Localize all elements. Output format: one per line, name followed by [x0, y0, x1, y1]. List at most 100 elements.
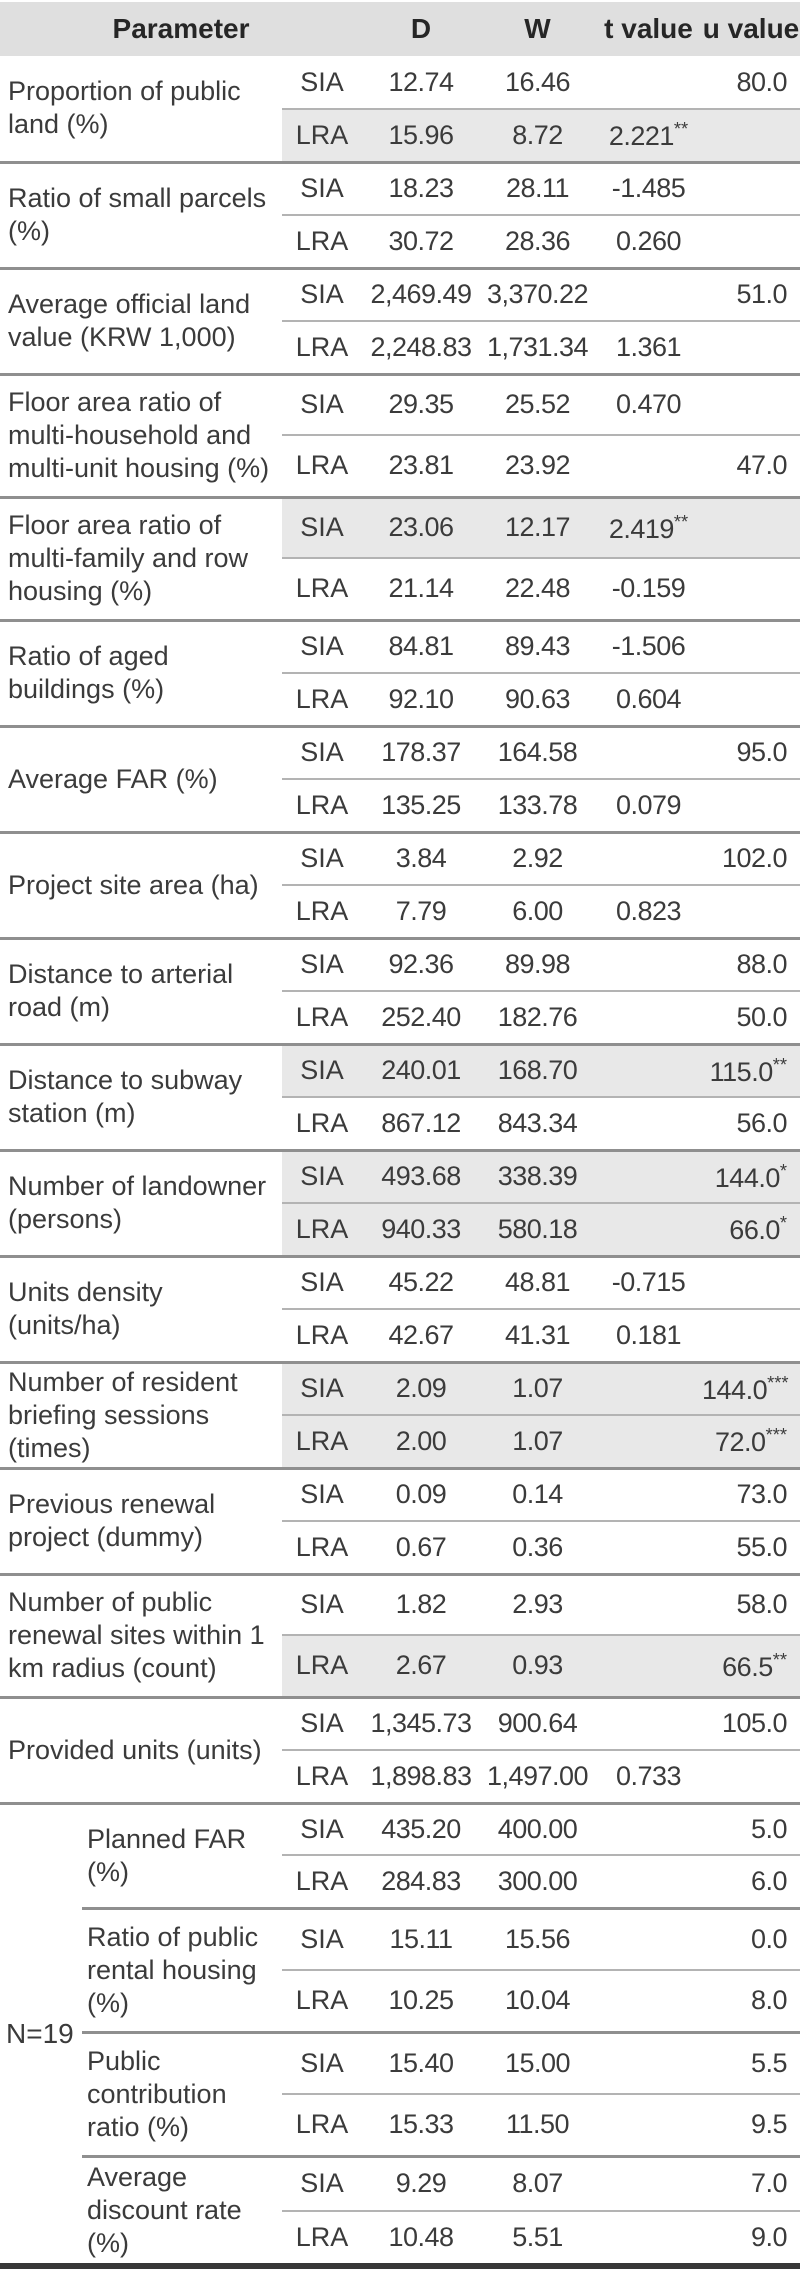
table-row: Floor area ratio of multi-family and row…	[0, 495, 800, 620]
w-value: 1.07	[480, 1360, 596, 1416]
d-value: 252.40	[381, 1001, 461, 1032]
u-value: 72.0***	[702, 1415, 800, 1468]
group-type-label: SIA	[282, 724, 363, 780]
group-type-label: SIA	[282, 266, 363, 322]
table-row: Proportion of public land (%) SIA 12.74 16.…	[0, 56, 800, 139]
w-value: 22.48	[504, 573, 571, 604]
table-header: Parameter D W t value u value	[0, 2, 800, 56]
group-type-label: LRA	[295, 683, 349, 714]
w-value: 15.56	[480, 1906, 596, 1971]
w-value: 338.39	[480, 1148, 596, 1204]
group-type-label: LRA	[295, 1865, 349, 1896]
w-value: 8.07	[480, 2154, 596, 2212]
significance-stars: ***	[767, 1371, 789, 1393]
u-value: 47.0	[736, 450, 788, 481]
table-row: Average FAR (%) SIA 178.37 164.58 95.0	[0, 724, 800, 832]
w-value: 41.31	[504, 1319, 571, 1350]
u-value: 8.0	[750, 1985, 788, 2016]
w-value: 90.63	[504, 683, 571, 714]
table-row: LRA 23.81 23.92 47.0	[0, 435, 800, 497]
u-value: 56.0	[736, 1107, 788, 1138]
group-type-label: SIA	[282, 1572, 363, 1636]
table-body: Proportion of public land (%) SIA 12.74 16.…	[0, 56, 800, 2266]
t-value	[595, 1148, 703, 1204]
u-value	[702, 1309, 800, 1362]
w-value: 300.00	[497, 1865, 578, 1896]
parameter-label: Project site area (ha)	[0, 830, 282, 938]
d-value: 92.10	[388, 683, 454, 714]
group-type-label: SIA	[282, 830, 363, 886]
table-row: Distance to arterial road (m) SIA 92.36 89.…	[0, 936, 800, 1044]
t-value	[595, 1415, 703, 1468]
group-type-label: LRA	[295, 1107, 349, 1138]
w-value: 900.64	[480, 1695, 596, 1751]
group-type-label: SIA	[282, 160, 363, 216]
t-value: 0.260	[615, 225, 682, 256]
group-type-label: SIA	[282, 2030, 363, 2095]
u-value	[702, 495, 800, 559]
significance-stars: ***	[765, 1424, 788, 1446]
table-row: LRA 867.12 843.34 56.0	[0, 1097, 800, 1150]
t-value	[595, 1521, 702, 1574]
group-type-label: LRA	[295, 1319, 349, 1350]
group-type-label: LRA	[295, 1985, 349, 2016]
t-value	[595, 1203, 703, 1256]
d-value: 23.81	[388, 450, 454, 481]
d-value: 178.37	[362, 724, 481, 780]
d-value: 435.20	[362, 1801, 481, 1856]
table-row: Number of landowner (persons) SIA 493.68 33…	[0, 1148, 800, 1256]
w-value: 15.00	[480, 2030, 596, 2095]
parameter-label: Average FAR (%)	[0, 724, 282, 832]
u-value	[702, 618, 800, 674]
parameter-label: Units density (units/ha)	[0, 1254, 282, 1362]
group-type-label: LRA	[295, 1531, 349, 1562]
d-value: 240.01	[362, 1042, 481, 1098]
group-type-label: LRA	[295, 573, 349, 604]
d-value: 15.96	[362, 109, 481, 162]
table-row: LRA 10.25 10.04 8.0	[0, 1970, 800, 2032]
d-value: 940.33	[362, 1203, 481, 1256]
table-row: LRA 1,898.83 1,497.00 0.733	[0, 1750, 800, 1803]
t-value	[595, 1635, 703, 1697]
t-value	[595, 1466, 703, 1522]
u-value: 9.5	[750, 2109, 788, 2140]
d-value: 0.67	[395, 1531, 447, 1562]
d-value: 2.67	[362, 1635, 481, 1697]
parameter-label: Planned FAR (%)	[82, 1801, 282, 1908]
u-value: 102.0	[702, 830, 800, 886]
w-value: 89.43	[480, 618, 596, 674]
table-row: N=19 Planned FAR (%) SIA 435.20 400.00 5.0	[0, 1801, 800, 2266]
d-value: 10.48	[388, 2222, 454, 2252]
u-value	[702, 215, 800, 268]
significance-stars: **	[772, 1648, 788, 1670]
w-value: 5.51	[512, 2222, 563, 2252]
t-value: 0.470	[595, 372, 703, 436]
t-value: 0.733	[615, 1760, 682, 1791]
table-row: Floor area ratio of multi-household and …	[0, 372, 800, 497]
column-header-t-value: t value	[595, 2, 703, 56]
table-row: Ratio of aged buildings (%) SIA 84.81 89.43…	[0, 618, 800, 726]
table-row: LRA 284.83 300.00 6.0	[0, 1855, 800, 1908]
group-type-label: SIA	[282, 1360, 363, 1416]
table-row: Average discount rate (%) SIA 9.29 8.07 7.0	[0, 2154, 800, 2266]
d-value: 1.82	[362, 1572, 481, 1636]
u-value	[702, 1254, 800, 1310]
group-type-label: SIA	[282, 2154, 363, 2212]
w-value: 168.70	[480, 1042, 596, 1098]
table-row: LRA 2,248.83 1,731.34 1.361	[0, 321, 800, 374]
u-value	[702, 321, 800, 374]
parameter-label: Average official land value (KRW 1,000)	[0, 266, 282, 374]
t-value	[595, 1572, 703, 1636]
d-value: 15.11	[362, 1906, 481, 1971]
w-value: 133.78	[497, 789, 578, 820]
group-type-label: SIA	[282, 1148, 363, 1204]
w-value: 25.52	[480, 372, 596, 436]
u-value	[702, 372, 800, 436]
parameter-label: Ratio of aged buildings (%)	[0, 618, 282, 726]
group-type-label: SIA	[282, 1254, 363, 1310]
d-value: 1,898.83	[370, 1760, 472, 1791]
group-type-label: LRA	[295, 789, 349, 820]
table-row: LRA 15.96 8.72 2.221**	[0, 109, 800, 162]
t-value: 0.181	[615, 1319, 682, 1350]
t-value: 2.221**	[595, 109, 703, 162]
